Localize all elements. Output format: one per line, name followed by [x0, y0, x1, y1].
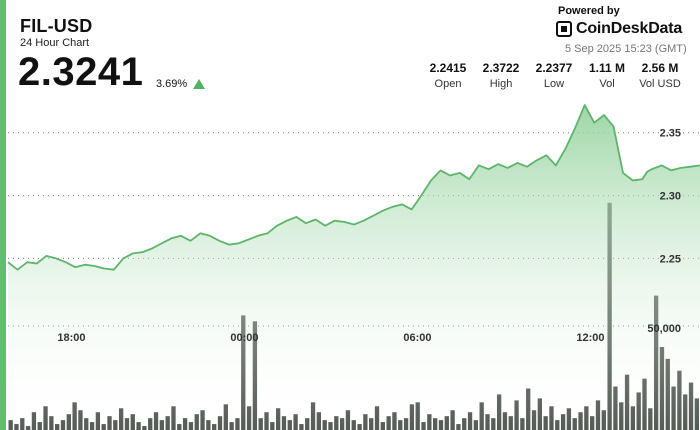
price-area-fill	[8, 105, 700, 430]
stat-vol-usd: 2.56 M Vol USD	[630, 61, 690, 90]
coindesk-logo[interactable]: CoinDeskData	[556, 20, 682, 38]
stat-label: Vol USD	[639, 78, 681, 90]
price-change-percent: 3.69%	[156, 78, 188, 90]
stat-value: 2.2415	[429, 61, 467, 75]
stat-value: 2.3722	[482, 61, 520, 75]
x-axis-ticks: 18:00 00:00 06:00 12:00	[57, 332, 604, 344]
y-tick-label: 2.25	[660, 253, 681, 265]
stat-label: Low	[543, 78, 565, 90]
current-price: 2.3241	[18, 50, 144, 94]
x-tick-label: 00:00	[230, 332, 258, 344]
stat-low: 2.2377 Low	[524, 61, 584, 90]
stat-open: 2.2415 Open	[418, 61, 478, 90]
coindesk-logo-icon	[556, 21, 572, 37]
pair-title: FIL-USD	[20, 16, 93, 36]
x-tick-label: 18:00	[57, 332, 85, 344]
stat-high: 2.3722 High	[471, 61, 531, 90]
price-line	[7, 104, 700, 271]
stat-value: 1.11 M	[588, 61, 626, 75]
chart-subtitle: 24 Hour Chart	[20, 37, 90, 49]
x-tick-label: 12:00	[576, 332, 604, 344]
stat-label: Open	[434, 78, 462, 90]
up-arrow-icon	[193, 79, 205, 89]
y-axis-ticks: 2.35 2.30 2.25 50,000	[647, 128, 681, 335]
y-tick-label: 2.35	[660, 128, 681, 140]
volume-scale-label: 50,000	[647, 323, 681, 335]
left-accent-bar	[0, 0, 6, 430]
timestamp: 5 Sep 2025 15:23 (GMT)	[565, 43, 687, 55]
stat-value: 2.56 M	[641, 61, 679, 75]
y-tick-label: 2.30	[660, 191, 681, 203]
powered-by-label: Powered by	[558, 5, 620, 17]
stat-value: 2.2377	[535, 61, 573, 75]
x-tick-label: 06:00	[403, 332, 431, 344]
stat-label: High	[489, 78, 513, 90]
stat-label: Vol	[599, 78, 615, 90]
stat-vol: 1.11 M Vol	[577, 61, 637, 90]
price-area	[7, 104, 700, 430]
brand-name: CoinDeskData	[576, 20, 683, 37]
